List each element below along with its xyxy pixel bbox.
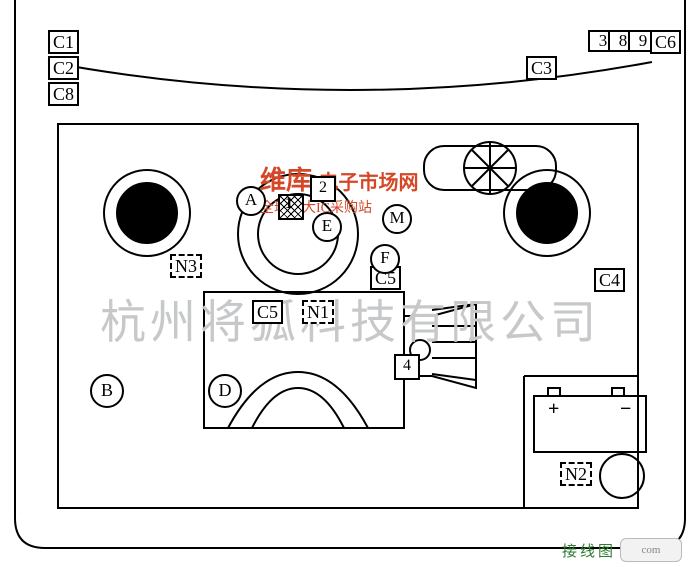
connector-c8: C8 bbox=[48, 82, 79, 106]
tag-2: 2 bbox=[310, 176, 336, 202]
node-n2: N2 bbox=[560, 462, 592, 486]
callout-d: D bbox=[208, 374, 242, 408]
connector-c1: C1 bbox=[48, 30, 79, 54]
mount-left bbox=[104, 170, 190, 256]
callout-e: E bbox=[312, 212, 342, 242]
connector-c4: C4 bbox=[594, 268, 625, 292]
mount-right bbox=[504, 170, 590, 256]
connector-c3: C3 bbox=[526, 56, 557, 80]
connector-c2: C2 bbox=[48, 56, 79, 80]
node-n1: N1 bbox=[302, 300, 334, 324]
diagram-canvas: 杭州将狐科技有限公司 维库 电子市场网 全球最大IC采购站 C1 C2 C8 C… bbox=[0, 0, 700, 567]
watermark-weiku-line1: 维库 bbox=[260, 166, 312, 195]
callout-b: B bbox=[90, 374, 124, 408]
node-n3: N3 bbox=[170, 254, 202, 278]
callout-m: M bbox=[382, 204, 412, 234]
harness-sweep bbox=[48, 62, 652, 90]
callout-f: F bbox=[370, 244, 400, 274]
callout-a: A bbox=[236, 186, 266, 216]
tag-4: 4 bbox=[394, 354, 420, 380]
battery-minus: − bbox=[620, 398, 631, 421]
battery-plus: + bbox=[548, 398, 559, 421]
connector-c6: C6 bbox=[650, 30, 681, 54]
tag-1-label: 1 bbox=[278, 194, 300, 216]
connector-c5-left: C5 bbox=[252, 300, 283, 324]
